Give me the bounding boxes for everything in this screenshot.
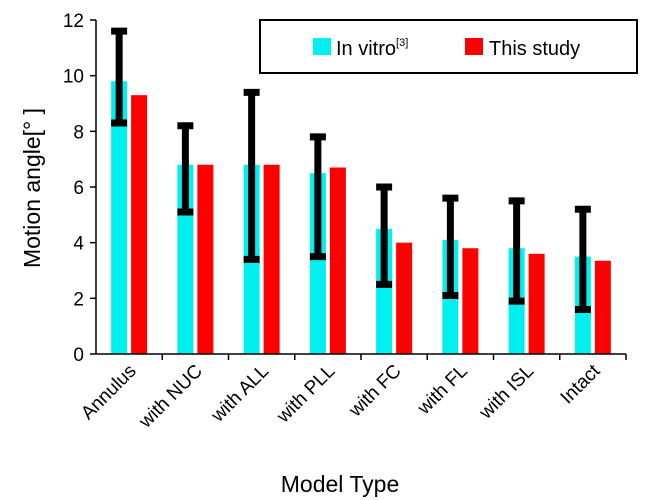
bar-this-study — [594, 260, 611, 354]
legend: In vitro[3] This study — [259, 19, 638, 74]
bar-this-study — [528, 253, 545, 354]
bar-this-study — [197, 164, 214, 354]
x-tick-label: with FC — [345, 361, 406, 422]
legend-swatch-in-vitro — [313, 38, 331, 55]
x-tick-label: Annulus — [77, 361, 140, 424]
bar-this-study — [263, 164, 280, 354]
x-tick-label: Intact — [557, 360, 605, 408]
x-tick-label: with PLL — [272, 361, 339, 428]
legend-superscript: [3] — [396, 37, 408, 49]
y-axis-title: Motion angle[° ] — [19, 108, 45, 268]
y-tick-label: 4 — [73, 234, 84, 255]
bar-in-vitro — [309, 173, 326, 354]
y-tick-label: 12 — [63, 11, 84, 32]
bar-this-study — [396, 242, 413, 354]
x-tick-label: with ISL — [475, 361, 538, 424]
error-bars-layer — [111, 27, 591, 313]
bar-this-study — [329, 167, 346, 354]
legend-label-this-study: This study — [489, 38, 580, 60]
y-tick-label: 8 — [73, 122, 84, 143]
bars-layer — [111, 81, 611, 355]
y-ticks-layer: 0 2 4 6 8 10 12 — [63, 11, 85, 366]
legend-label-in-vitro: In vitro[3] — [336, 37, 408, 60]
x-tick-label: with FL — [413, 361, 472, 420]
legend-swatch-this-study — [465, 38, 483, 55]
bar-in-vitro — [376, 228, 393, 354]
x-axis-title: Model Type — [281, 471, 399, 497]
x-tick-label: with NUC — [135, 361, 207, 433]
bar-in-vitro — [111, 81, 128, 354]
y-tick-label: 6 — [73, 178, 84, 199]
y-tick-label: 2 — [73, 289, 84, 310]
axes-layer — [90, 19, 627, 360]
y-tick-label: 0 — [73, 345, 84, 366]
bar-this-study — [462, 248, 479, 354]
bar-this-study — [131, 95, 148, 355]
y-tick-label: 10 — [63, 67, 84, 88]
x-tick-label: with ALL — [207, 361, 273, 427]
